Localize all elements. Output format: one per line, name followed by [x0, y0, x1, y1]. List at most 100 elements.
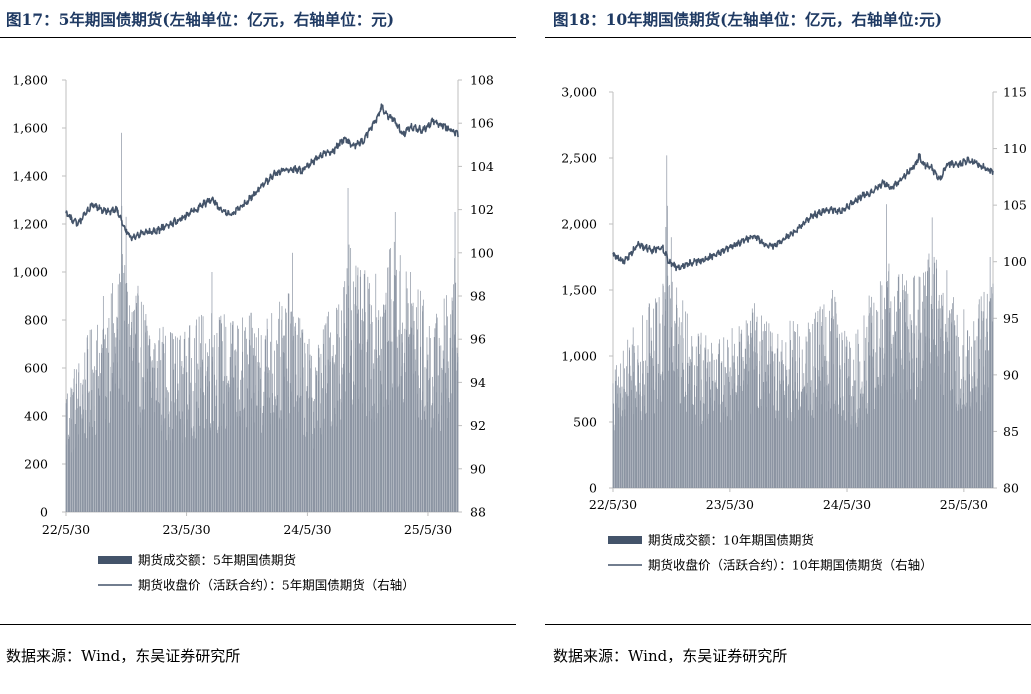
turnover-bar — [103, 339, 105, 512]
turnover-bar — [87, 392, 89, 512]
turnover-bar — [397, 386, 399, 512]
turnover-bar — [184, 331, 186, 512]
turnover-bar — [748, 371, 750, 488]
chart-panel-10y: 图18：10年期国债期货(左轴单位：亿元，右轴单位:元) 0 500 1,000 1,… — [545, 0, 1031, 694]
turnover-bar — [164, 418, 165, 512]
turnover-bar — [794, 331, 795, 488]
turnover-bar — [869, 355, 871, 488]
turnover-bar — [834, 296, 836, 488]
turnover-bar — [115, 337, 117, 512]
turnover-bar — [406, 288, 408, 512]
turnover-bar — [357, 267, 359, 512]
turnover-bar — [793, 390, 794, 488]
turnover-bar — [127, 291, 128, 512]
turnover-bar — [764, 323, 765, 488]
y-tick-label-right: 90 — [1003, 367, 1019, 382]
turnover-bar — [214, 406, 216, 512]
turnover-bar — [97, 324, 98, 512]
turnover-bar — [216, 332, 218, 512]
turnover-bar — [737, 356, 738, 488]
turnover-bar — [788, 369, 790, 488]
turnover-bar — [857, 329, 859, 488]
turnover-bar — [640, 420, 642, 488]
turnover-bar — [755, 352, 756, 488]
turnover-bar — [321, 372, 322, 512]
turnover-bar — [293, 406, 295, 512]
turnover-bar — [140, 301, 142, 512]
y-tick-label-right: 90 — [470, 461, 486, 476]
turnover-bar — [696, 366, 698, 488]
turnover-bar — [218, 317, 220, 512]
turnover-bar — [381, 384, 383, 512]
turnover-bar — [833, 319, 834, 488]
turnover-bar — [759, 341, 761, 488]
turnover-bar — [374, 349, 376, 512]
price-line — [65, 103, 459, 242]
turnover-bar — [703, 403, 705, 488]
y-tick-label-right: 105 — [1003, 198, 1027, 213]
turnover-bar — [692, 404, 694, 488]
turnover-bar — [145, 314, 147, 512]
turnover-bar — [304, 353, 306, 512]
turnover-bar — [244, 327, 246, 512]
legend-label-bar: 期货成交额：10年期国债期货 — [648, 533, 814, 548]
turnover-bar — [811, 415, 812, 488]
y-tick-label-left: 1,000 — [12, 265, 48, 280]
y-tick-label-right: 88 — [470, 505, 486, 520]
turnover-bar — [804, 386, 806, 488]
turnover-bar — [927, 259, 929, 488]
turnover-bar — [260, 335, 262, 512]
turnover-bar — [911, 358, 913, 488]
turnover-bar — [453, 284, 454, 512]
turnover-bar — [981, 395, 983, 488]
turnover-bar — [867, 413, 868, 488]
turnover-bar — [717, 388, 718, 488]
turnover-bar — [420, 419, 422, 512]
turnover-bar — [161, 342, 163, 512]
turnover-bar — [120, 282, 121, 512]
turnover-bar — [307, 344, 309, 512]
turnover-bar — [667, 286, 669, 488]
turnover-bar — [337, 400, 339, 512]
turnover-bar — [71, 388, 73, 512]
turnover-bar — [631, 344, 633, 488]
turnover-bar — [427, 354, 429, 512]
turnover-bar — [385, 399, 387, 512]
turnover-bar — [627, 339, 629, 488]
legend-swatch-bar — [608, 536, 642, 544]
turnover-bar — [226, 375, 228, 512]
turnover-bar — [411, 328, 413, 512]
turnover-bar — [824, 356, 826, 488]
turnover-bar — [249, 345, 251, 512]
turnover-bar — [379, 355, 380, 512]
y-tick-label-left: 0 — [589, 481, 597, 496]
turnover-bar — [346, 268, 348, 512]
turnover-bar — [268, 367, 269, 512]
turnover-bar — [749, 320, 751, 488]
legend-label-bar: 期货成交额：5年期国债期货 — [138, 553, 296, 568]
turnover-bar — [323, 418, 325, 512]
turnover-bar — [829, 310, 830, 488]
turnover-bar — [388, 340, 389, 512]
turnover-bar — [372, 405, 373, 512]
turnover-bar — [739, 341, 741, 488]
turnover-bar — [69, 417, 70, 512]
turnover-bar — [85, 410, 87, 512]
turnover-bar — [851, 416, 853, 488]
turnover-bar — [840, 397, 841, 488]
turnover-bar — [853, 380, 855, 488]
turnover-bar — [887, 287, 889, 488]
turnover-bar — [833, 403, 835, 488]
turnover-bar — [291, 311, 292, 512]
turnover-bar — [369, 323, 371, 512]
turnover-bar — [802, 389, 803, 488]
legend-label-line: 期货收盘价（活跃合约）：5年期国债期货（右轴） — [138, 578, 415, 593]
turnover-bar — [725, 373, 727, 488]
turnover-bar — [721, 361, 723, 488]
turnover-bar — [712, 380, 714, 488]
turnover-bar — [309, 354, 311, 512]
turnover-bar — [831, 318, 832, 488]
turnover-bar — [94, 434, 96, 512]
turnover-bar — [365, 387, 366, 512]
turnover-bar — [171, 401, 172, 512]
